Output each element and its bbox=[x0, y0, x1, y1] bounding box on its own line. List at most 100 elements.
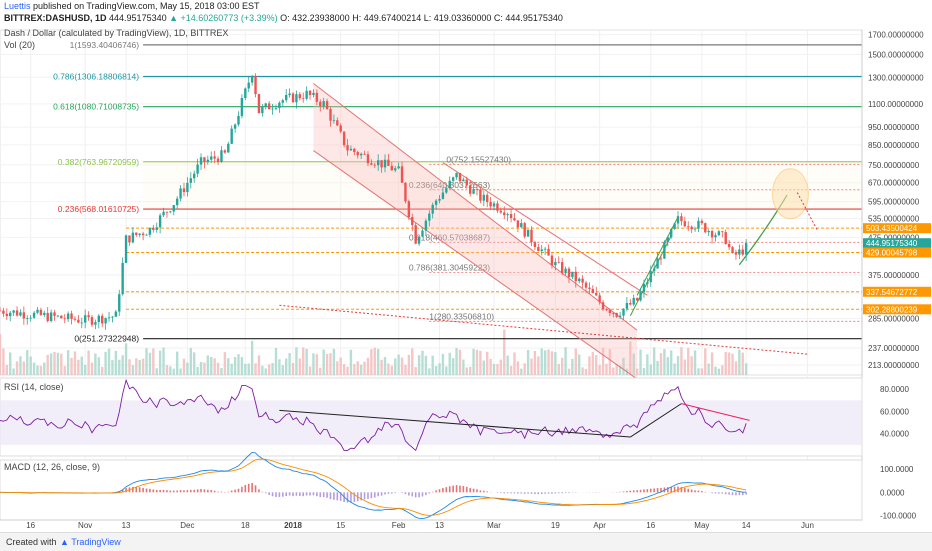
volume-bar bbox=[432, 356, 434, 375]
macd-hist-bar bbox=[166, 490, 168, 492]
volume-bar bbox=[547, 349, 549, 375]
price-tick-5: 850.00000000 bbox=[868, 141, 920, 150]
volume-bar bbox=[87, 351, 89, 375]
volume-bar bbox=[391, 366, 393, 375]
candle-body bbox=[268, 103, 270, 109]
macd-hist-bar bbox=[456, 485, 458, 492]
candle-body bbox=[115, 312, 117, 317]
volume-bar bbox=[561, 358, 563, 375]
volume-bar bbox=[125, 343, 127, 375]
candle-body bbox=[394, 168, 396, 170]
volume-bar bbox=[687, 348, 689, 375]
price-tick-1: 1500.00000000 bbox=[868, 51, 924, 60]
macd-hist-bar bbox=[527, 492, 529, 493]
macd-hist-bar bbox=[480, 490, 482, 492]
volume-bar bbox=[326, 354, 328, 375]
macd-hist-bar bbox=[541, 492, 543, 494]
volume-bar bbox=[605, 364, 607, 375]
candle-body bbox=[329, 109, 331, 121]
candle-body bbox=[196, 165, 198, 174]
candle-body bbox=[16, 310, 18, 315]
tradingview-logo-icon[interactable]: ▲ TradingView bbox=[60, 537, 121, 547]
candle-body bbox=[19, 312, 21, 315]
candle-body bbox=[305, 91, 307, 99]
candle-body bbox=[142, 234, 144, 235]
candle-body bbox=[234, 125, 236, 129]
macd-hist-bar bbox=[333, 492, 335, 500]
volume-bar bbox=[244, 364, 246, 375]
candle-body bbox=[98, 316, 100, 322]
candle-body bbox=[452, 177, 454, 181]
volume-bar bbox=[60, 354, 62, 375]
macd-hist-bar bbox=[221, 492, 223, 493]
candle-body bbox=[363, 154, 365, 155]
target-zone bbox=[772, 169, 808, 219]
candle-body bbox=[278, 103, 280, 108]
macd-hist-bar bbox=[633, 490, 635, 492]
macd-hist-bar bbox=[623, 491, 625, 492]
volume-bar bbox=[564, 347, 566, 375]
macd-hist-bar bbox=[381, 492, 383, 495]
candle-body bbox=[70, 314, 72, 319]
volume-bar bbox=[179, 368, 181, 375]
macd-hist-bar bbox=[204, 489, 206, 492]
macd-hist-bar bbox=[558, 492, 560, 493]
macd-hist-bar bbox=[176, 491, 178, 493]
candle-body bbox=[353, 149, 355, 152]
candle-body bbox=[711, 231, 713, 237]
macd-hist-bar bbox=[374, 492, 376, 497]
volume-bar bbox=[220, 368, 222, 375]
macd-hist-bar bbox=[555, 492, 557, 493]
volume-bar bbox=[128, 359, 130, 375]
macd-hist-bar bbox=[732, 492, 734, 495]
volume-bar bbox=[496, 364, 498, 375]
volume-bar bbox=[64, 366, 66, 375]
volume-bar bbox=[598, 365, 600, 375]
candle-body bbox=[374, 165, 376, 166]
volume-bar bbox=[53, 352, 55, 375]
candle-body bbox=[701, 221, 703, 223]
candle-body bbox=[230, 129, 232, 144]
volume-bar bbox=[152, 349, 154, 375]
price-tick-15: 213.00000000 bbox=[868, 361, 920, 370]
candle-body bbox=[145, 235, 147, 236]
candle-body bbox=[118, 294, 120, 311]
macd-hist-bar bbox=[442, 488, 444, 492]
macd-hist-bar bbox=[694, 490, 696, 492]
volume-bar bbox=[472, 349, 474, 375]
volume-bar bbox=[183, 359, 185, 375]
volume-bar bbox=[690, 356, 692, 375]
macd-hist-bar bbox=[735, 492, 737, 495]
volume-bar bbox=[513, 352, 515, 375]
candle-body bbox=[667, 237, 669, 242]
volume-bar bbox=[285, 359, 287, 375]
candle-body bbox=[428, 214, 430, 221]
candle-body bbox=[585, 283, 587, 288]
candle-body bbox=[575, 272, 577, 281]
volume-bar bbox=[728, 352, 730, 375]
volume-bar bbox=[346, 367, 348, 375]
macd-hist-bar bbox=[722, 492, 724, 493]
candle-body bbox=[636, 298, 638, 301]
macd-hist-bar bbox=[388, 492, 390, 494]
time-tick-13: May bbox=[694, 521, 709, 530]
macd-hist-bar bbox=[725, 492, 727, 494]
candle-body bbox=[350, 149, 352, 150]
volume-bar bbox=[578, 355, 580, 375]
candle-body bbox=[694, 229, 696, 230]
candle-body bbox=[261, 107, 263, 113]
candle-body bbox=[425, 221, 427, 231]
volume-bar bbox=[159, 351, 161, 375]
macd-hist-bar bbox=[718, 492, 720, 493]
candle-body bbox=[534, 242, 536, 247]
macd-hist-bar bbox=[149, 489, 151, 492]
macd-hist-bar bbox=[739, 492, 741, 495]
volume-bar bbox=[544, 350, 546, 375]
volume-bar bbox=[704, 348, 706, 375]
candle-body bbox=[745, 243, 747, 255]
candle-body bbox=[656, 259, 658, 269]
volume-bar bbox=[592, 352, 594, 375]
candle-body bbox=[513, 218, 515, 220]
volume-bar bbox=[404, 365, 406, 375]
